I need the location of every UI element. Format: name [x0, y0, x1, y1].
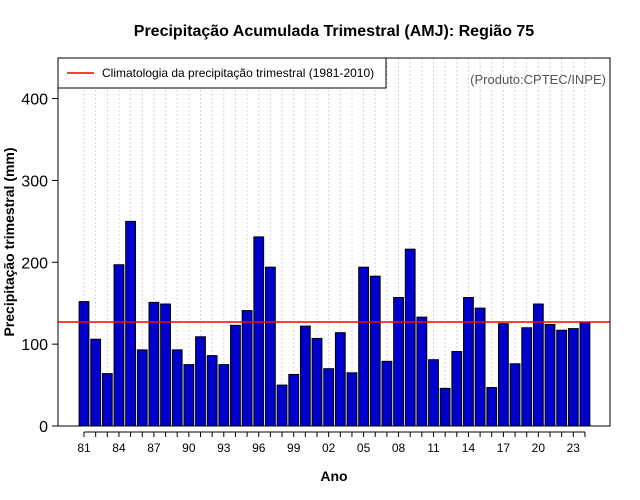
- y-tick-label-0: 0: [39, 419, 48, 436]
- x-tick-label-02: 02: [322, 441, 336, 455]
- bar-89: 89: 93: [171, 349, 183, 427]
- bar-83: 83: 64: [101, 373, 113, 427]
- bar-95: 95: 141: [241, 310, 253, 427]
- x-tick-label-84: 84: [112, 441, 126, 455]
- bars: 81: 15282: 10683: 6484: 19785: 25086: 93…: [78, 220, 591, 427]
- x-axis: 81 84 87 90 93 96 99 02 05 08 11 14 17 20 23: [77, 431, 586, 455]
- x-tick-label-23: 23: [567, 441, 581, 455]
- x-tick-label-99: 99: [287, 441, 301, 455]
- bar-93: 93: 75: [218, 364, 230, 427]
- bar-97: 97: 194: [265, 266, 276, 427]
- bar-14: 14: 157: [463, 296, 474, 427]
- x-tick-label-81: 81: [77, 441, 91, 455]
- bar-87: 87: 151: [148, 301, 160, 427]
- bar-81: 81: 152: [78, 301, 90, 427]
- bar-91: 91: 109: [195, 336, 206, 427]
- source-note: (Produto:CPTEC/INPE): [470, 72, 606, 87]
- y-tick-label-100: 100: [21, 337, 48, 354]
- bar-86: 86: 93: [136, 349, 148, 427]
- x-tick-label-90: 90: [182, 441, 196, 455]
- bar-84: 84: 197: [113, 264, 125, 427]
- legend: Climatologia da precipitação trimestral …: [57, 57, 387, 89]
- bar-98: 98: 50: [276, 384, 288, 427]
- bar-02: 02: 70: [323, 368, 335, 427]
- x-tick-label-11: 11: [427, 441, 440, 455]
- y-axis-title: Precipitação trimestral (mm): [1, 147, 17, 336]
- bar-92: 92: 86: [206, 355, 218, 427]
- bar-13: 13: 91: [451, 351, 463, 427]
- bar-15: 15: 144: [474, 307, 486, 427]
- x-axis-title: Ano: [320, 468, 347, 484]
- bar-03: 03: 114: [334, 332, 346, 427]
- bar-18: 18: 76: [509, 363, 521, 427]
- bar-90: 90: 75: [183, 364, 195, 427]
- x-tick-label-93: 93: [217, 441, 231, 455]
- bar-94: 94: 123: [230, 324, 241, 427]
- bar-00: 00: 122: [299, 325, 311, 427]
- legend-label: Climatologia da precipitação trimestral …: [102, 66, 374, 80]
- bar-19: 19: 120: [521, 327, 533, 427]
- x-tick-label-05: 05: [357, 441, 371, 455]
- x-tick-label-17: 17: [497, 441, 511, 455]
- bar-08: 08: 157: [393, 296, 404, 427]
- x-tick-label-96: 96: [252, 441, 266, 455]
- bar-10: 10: 133: [416, 316, 428, 427]
- grid: [83, 58, 586, 426]
- bar-22: 22: 117: [556, 329, 568, 427]
- bar-85: 85: 250: [125, 220, 136, 427]
- y-tick-label-400: 400: [21, 92, 48, 109]
- y-tick-label-300: 300: [21, 173, 48, 190]
- x-tick-label-08: 08: [392, 441, 406, 455]
- bar-96: 96: 231: [253, 236, 265, 427]
- bar-17: 17: 125: [498, 323, 509, 427]
- x-tick-label-14: 14: [462, 441, 476, 455]
- bar-82: 82: 106: [90, 338, 102, 427]
- bar-09: 09: 216: [404, 248, 416, 427]
- bar-99: 99: 63: [288, 373, 300, 427]
- bar-06: 06: 183: [369, 275, 381, 427]
- chart-title: Precipitação Acumulada Trimestral (AMJ):…: [134, 23, 535, 40]
- y-axis: 0 100 200 300 400: [21, 92, 58, 436]
- bar-12: 12: 46: [439, 387, 451, 427]
- x-tick-label-87: 87: [147, 441, 161, 455]
- y-tick-label-200: 200: [21, 255, 48, 272]
- bar-21: 21: 124: [544, 323, 556, 427]
- x-tick-label-20: 20: [532, 441, 546, 455]
- bar-07: 07: 79: [381, 360, 393, 427]
- bar-23: 23: 119: [567, 328, 579, 427]
- bar-16: 16: 47: [486, 387, 498, 427]
- legend-box: [57, 57, 387, 89]
- bar-04: 04: 65: [346, 372, 358, 427]
- bar-05: 05: 194: [358, 266, 370, 427]
- bar-11: 11: 81: [428, 359, 439, 427]
- bar-24: 24: 127: [579, 321, 591, 427]
- bar-01: 01: 107: [311, 337, 323, 427]
